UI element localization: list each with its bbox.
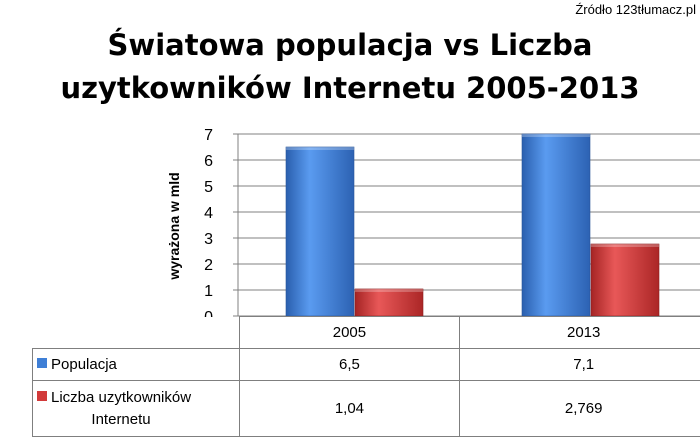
legend-label-line: Liczba uzytkowników bbox=[51, 388, 192, 406]
data-table-header-row: 2005 2013 bbox=[32, 316, 700, 349]
y-tick-labels: 01234567 bbox=[204, 127, 213, 326]
bars bbox=[285, 133, 660, 317]
data-label: 7,1 bbox=[459, 348, 700, 381]
y-tick-label: 5 bbox=[204, 179, 213, 196]
bar-highlight bbox=[355, 288, 423, 292]
bar bbox=[285, 146, 355, 317]
legend-key-red bbox=[37, 390, 47, 401]
y-tick-label: 6 bbox=[204, 153, 213, 170]
data-table-corner bbox=[32, 316, 240, 349]
data-label: 6,5 bbox=[238, 348, 461, 381]
bar bbox=[590, 243, 660, 317]
bar-highlight bbox=[591, 244, 659, 248]
legend-entry-internet-users: Liczba uzytkowników Internetu bbox=[32, 380, 240, 437]
data-table: 2005 2013 Populacja 6,5 7,1 Liczba uzytk… bbox=[32, 316, 700, 437]
category-label: 2005 bbox=[238, 316, 461, 349]
y-tick-label: 7 bbox=[204, 127, 213, 144]
data-table-row: Liczba uzytkowników Internetu 1,04 2,769 bbox=[32, 380, 700, 437]
legend-label: Liczba uzytkowników Internetu bbox=[51, 387, 191, 431]
bar-highlight bbox=[522, 134, 590, 137]
legend-key-blue bbox=[37, 357, 47, 368]
bar-highlight bbox=[286, 147, 354, 150]
data-table-row: Populacja 6,5 7,1 bbox=[32, 348, 700, 381]
data-label: 1,04 bbox=[238, 380, 461, 437]
category-label: 2013 bbox=[459, 316, 700, 349]
chart-title: Światowa populacja vs Liczba uzytkownikó… bbox=[0, 24, 700, 110]
y-tick-label: 4 bbox=[204, 205, 213, 222]
chart-title-line-2: uzytkowników Internetu 2005-2013 bbox=[60, 71, 640, 105]
source-note: Źródło 123tłumacz.pl bbox=[575, 2, 696, 17]
chart-title-line-1: Światowa populacja vs Liczba bbox=[107, 28, 593, 62]
y-tick-label: 1 bbox=[204, 283, 213, 300]
legend-entry-populacja: Populacja bbox=[32, 348, 240, 381]
legend-label: Populacja bbox=[51, 355, 117, 373]
bar bbox=[354, 288, 424, 317]
legend-label-line: Internetu bbox=[91, 410, 151, 428]
y-tick-label: 2 bbox=[204, 257, 213, 274]
data-label: 2,769 bbox=[459, 380, 700, 437]
bar bbox=[521, 133, 591, 317]
y-tick-label: 3 bbox=[204, 231, 213, 248]
